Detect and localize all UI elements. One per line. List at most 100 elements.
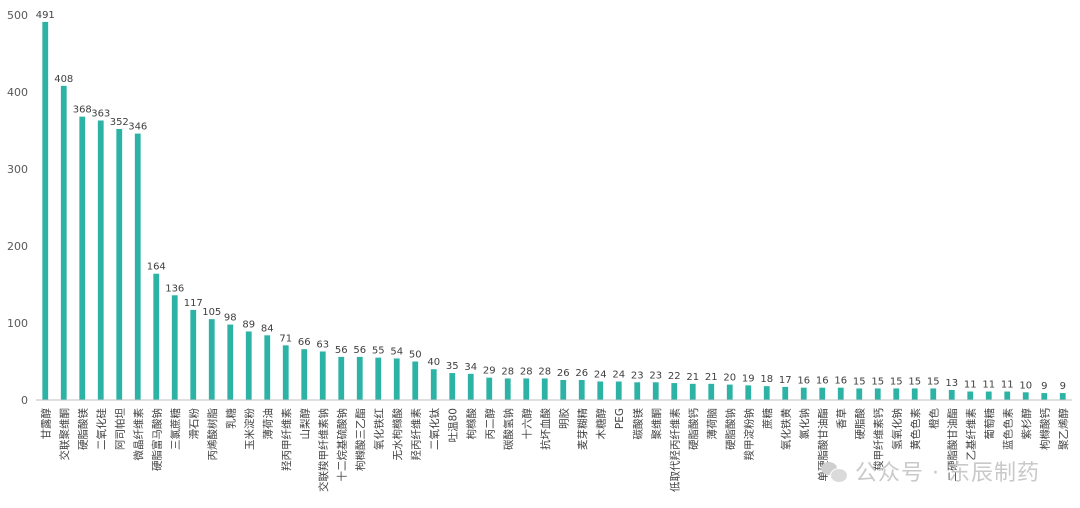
x-tick-label: 微晶纤维素 [132, 408, 145, 461]
data-label: 9 [1060, 381, 1066, 392]
x-tick-label: 蓝色色素 [1001, 408, 1014, 450]
bar [97, 120, 104, 401]
data-label: 408 [54, 74, 73, 85]
x-tick-label: 交联聚维酮 [58, 408, 71, 461]
watermark: 公众号 · 东辰制药 [821, 455, 1040, 487]
data-label: 50 [409, 350, 422, 361]
bar [134, 133, 141, 400]
bar [689, 383, 696, 400]
bar [1041, 393, 1048, 400]
x-tick-label: 羟丙纤维素 [409, 408, 422, 461]
bar [541, 378, 548, 400]
x-tick-label: 蔗糖 [761, 408, 774, 429]
data-label: 368 [73, 105, 92, 116]
x-tick-label: 玉米淀粉 [243, 408, 256, 450]
data-label: 40 [427, 357, 440, 368]
bar [893, 388, 900, 400]
data-label: 20 [723, 373, 736, 384]
data-label: 26 [575, 368, 588, 379]
data-label: 11 [1001, 380, 1014, 391]
data-label: 117 [184, 298, 203, 309]
data-label: 89 [242, 319, 255, 330]
data-label: 66 [298, 337, 311, 348]
x-tick-label: PEG [614, 408, 626, 429]
data-label: 16 [797, 376, 810, 387]
x-tick-label: 紫杉醇 [1020, 408, 1033, 440]
bar [837, 387, 844, 400]
bar [282, 345, 289, 400]
x-tick-label: 低取代羟丙纤维素 [668, 408, 681, 492]
data-label: 55 [372, 346, 385, 357]
data-label: 15 [890, 376, 903, 387]
data-label: 71 [279, 333, 292, 344]
x-tick-label: 黄色色素 [909, 408, 922, 450]
data-label: 11 [982, 380, 995, 391]
bar [79, 116, 86, 400]
data-label: 29 [483, 366, 496, 377]
x-tick-label: 薄荷油 [261, 408, 274, 440]
x-tick-label: 二氧化钛 [428, 408, 441, 450]
x-tick-label: 吐温80 [447, 408, 459, 442]
bar [1022, 392, 1029, 400]
data-label: 23 [631, 370, 644, 381]
data-label: 16 [834, 376, 847, 387]
data-label: 84 [261, 323, 274, 334]
bar [726, 384, 733, 400]
data-label: 15 [908, 376, 921, 387]
bar [171, 295, 178, 400]
y-axis: 0 100 200 300 400 500 [7, 9, 28, 407]
bar [116, 128, 123, 400]
data-label: 346 [128, 122, 147, 133]
data-label: 34 [464, 362, 477, 373]
bar [652, 382, 659, 400]
data-label: 352 [110, 117, 129, 128]
watermark-text: 公众号 · 东辰制药 [855, 461, 1040, 486]
x-tick-label: 明胶 [557, 408, 570, 429]
bar [430, 369, 437, 400]
x-tick-label: 硬脂酸钙 [687, 408, 700, 450]
x-tick-label: 碳酸镁 [631, 408, 644, 440]
x-tick-label: 甘露醇 [39, 408, 52, 440]
bar [227, 324, 234, 400]
data-label: 10 [1019, 380, 1032, 391]
data-label: 15 [853, 376, 866, 387]
x-tick-label: 薄荷脑 [705, 408, 718, 440]
x-tick-label: 硬脂酸钠 [724, 408, 737, 450]
bar [745, 385, 752, 400]
x-tick-label: 二氧化硅 [95, 408, 108, 450]
data-label: 22 [668, 371, 681, 382]
data-label: 13 [945, 378, 958, 389]
data-label: 24 [594, 370, 607, 381]
x-tick-label: 山梨醇 [298, 408, 311, 440]
x-tick-label: 麦芽糊精 [576, 408, 589, 450]
bar [634, 382, 641, 400]
x-axis: 甘露醇 交联聚维酮 硬脂酸镁 二氧化硅 阿司帕坦 微晶纤维素 硬脂富马酸钠 三氯蔗糖 滑石粉 丙烯… [36, 399, 1072, 492]
bar [356, 356, 363, 400]
bar [375, 357, 382, 400]
x-tick-label: 交联羧甲纤维素钠 [317, 408, 330, 492]
bar [319, 351, 326, 400]
data-label: 15 [927, 376, 940, 387]
x-tick-label: 十二烷基硫酸钠 [335, 408, 348, 482]
data-label: 21 [686, 372, 699, 383]
data-label: 105 [202, 307, 221, 318]
bar [153, 273, 160, 400]
bar [60, 85, 67, 400]
bar [1059, 393, 1066, 400]
y-tick-label: 0 [21, 394, 28, 407]
bar [523, 378, 530, 400]
x-tick-label: 羧甲纤维素钙 [872, 408, 885, 471]
x-tick-label: 聚维酮 [650, 408, 663, 440]
x-tick-label: 氧化铁红 [372, 408, 385, 450]
data-label: 164 [147, 262, 166, 273]
x-tick-label: 硬脂富马酸钠 [150, 408, 163, 471]
data-label: 98 [224, 313, 237, 324]
x-tick-label: 三氯蔗糖 [169, 408, 182, 450]
bar [208, 319, 215, 400]
bar [1004, 391, 1011, 400]
x-tick-label: 碳酸氢钠 [502, 408, 515, 450]
x-tick-label: 枸橼酸 [465, 408, 478, 440]
data-label: 11 [964, 380, 977, 391]
bar [671, 383, 678, 400]
